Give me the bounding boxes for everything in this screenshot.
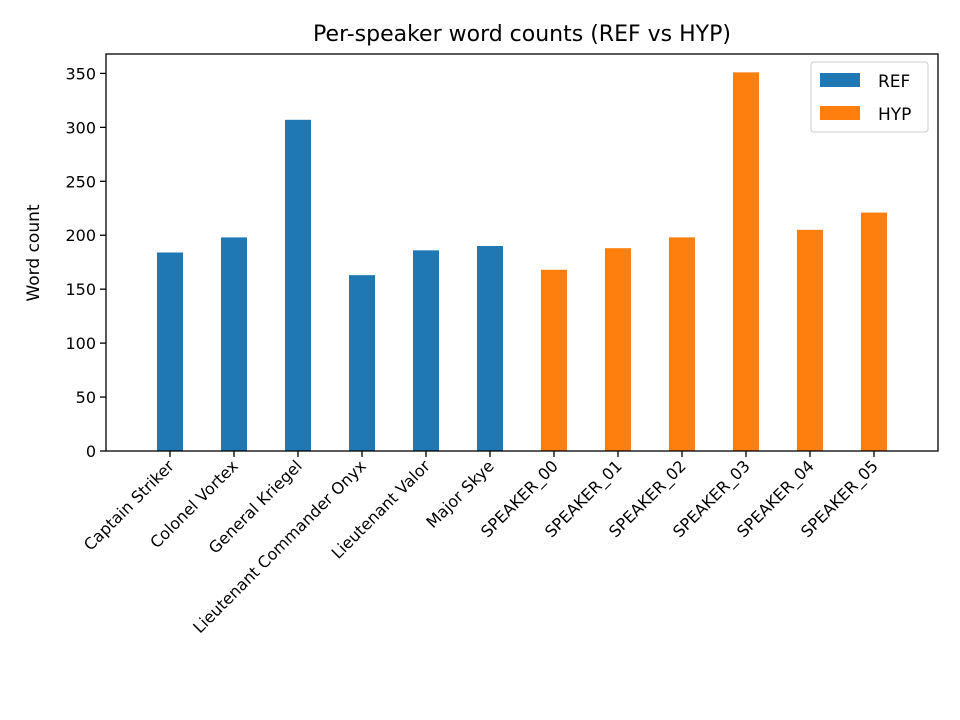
y-tick-label: 350 xyxy=(65,64,96,83)
bar-ref-0 xyxy=(157,252,183,451)
bar-ref-5 xyxy=(477,246,503,451)
y-axis-label: Word count xyxy=(24,204,44,301)
bars-layer xyxy=(157,72,887,452)
legend-swatch-hyp xyxy=(820,106,860,120)
legend-label-ref: REF xyxy=(878,72,910,92)
legend: REF HYP xyxy=(810,61,929,133)
y-tick-label: 200 xyxy=(65,226,96,245)
legend-swatch-ref xyxy=(820,73,860,87)
bar-ref-1 xyxy=(221,237,247,451)
bar-hyp-8 xyxy=(669,237,695,451)
y-tick-label: 0 xyxy=(86,442,96,461)
bar-ref-4 xyxy=(413,250,439,451)
bar-hyp-10 xyxy=(797,229,823,451)
legend-label-hyp: HYP xyxy=(878,105,911,125)
chart-title: Per-speaker word counts (REF vs HYP) xyxy=(313,22,731,47)
y-tick-label: 150 xyxy=(65,280,96,299)
y-tick-label: 100 xyxy=(65,334,96,353)
y-axis: 0 50 100 150 200 250 300 350 xyxy=(65,64,106,461)
bar-ref-3 xyxy=(349,275,375,451)
y-tick-label: 250 xyxy=(65,172,96,191)
bar-hyp-11 xyxy=(861,212,887,451)
bar-hyp-6 xyxy=(541,269,567,451)
y-tick-label: 50 xyxy=(76,388,96,407)
bar-hyp-9 xyxy=(733,72,759,452)
y-tick-label: 300 xyxy=(65,118,96,137)
plot-frame xyxy=(105,53,939,452)
bar-ref-2 xyxy=(285,119,311,451)
bar-hyp-7 xyxy=(605,248,631,451)
